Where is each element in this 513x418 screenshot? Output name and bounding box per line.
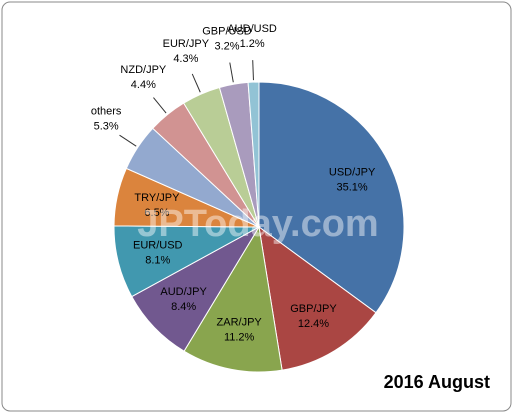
slice-category: USD/JPY [329,167,376,179]
pie-slice [258,225,377,371]
pie-slice [258,81,405,314]
slice-value: 8.4% [171,301,196,313]
slice-category: EUR/USD [133,239,183,251]
slice-value: 4.4% [131,79,156,91]
leader-line [252,60,254,81]
slice-value: 3.2% [214,41,239,53]
leader-line [229,62,234,83]
slice-category: GBP/USD [202,26,252,38]
slice-category: NZD/JPY [120,64,167,76]
slice-category: TRY/JPY [134,192,180,204]
slice-value: 8.1% [145,254,170,266]
slice-category: AUD/JPY [160,286,207,298]
slice-value: 5.3% [94,120,119,132]
slice-value: 1.2% [240,38,265,50]
leader-line [191,73,201,93]
slice-category: AUD/USD [227,23,277,35]
watermark: JPToday.com [137,203,378,245]
slice-value: 35.1% [337,182,368,194]
chart-title: 2016 August [384,372,490,392]
slice-category: others [91,105,122,117]
slice-category: EUR/JPY [163,38,210,50]
slice-category: ZAR/JPY [217,316,263,328]
slice-value: 4.3% [173,53,198,65]
leader-line [119,134,137,147]
pie-slice [183,225,283,373]
leader-line [153,97,167,114]
slice-category: GBP/JPY [290,303,337,315]
slice-value: 11.2% [224,331,255,343]
pie [113,81,405,373]
slice-value: 12.4% [298,318,329,330]
slice-value: 6.5% [144,207,169,219]
pie-slice [247,81,260,228]
